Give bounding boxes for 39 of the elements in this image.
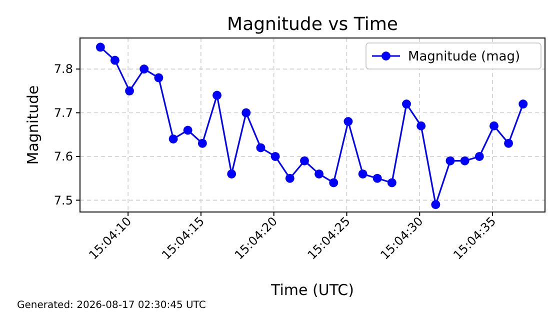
point (300, 156, 309, 166)
point (227, 169, 236, 178)
point (387, 178, 396, 188)
point (110, 56, 120, 65)
y-tick-label: 7.8 (54, 62, 73, 76)
point (140, 64, 149, 74)
point (154, 73, 164, 82)
point (285, 174, 294, 183)
point (256, 143, 266, 152)
point (402, 100, 412, 109)
x-axis-title: Time (UTC) (270, 281, 354, 299)
point (198, 138, 207, 148)
y-tick-label: 7.7 (54, 106, 73, 120)
y-tick-label: 7.6 (54, 150, 73, 164)
point (344, 117, 353, 126)
y-axis-title: Magnitude (24, 85, 42, 165)
y-tick-label: 7.5 (54, 193, 73, 208)
legend-label: Magnitude (mag) (408, 50, 520, 65)
point (96, 42, 105, 52)
point (489, 121, 498, 130)
point (358, 169, 368, 178)
point (125, 86, 134, 96)
point (212, 90, 222, 100)
point (431, 200, 440, 210)
point (504, 138, 514, 148)
point (446, 156, 455, 166)
point (183, 126, 192, 135)
point (314, 169, 324, 178)
point (460, 156, 470, 166)
point (372, 174, 382, 183)
point (168, 134, 178, 144)
point (270, 152, 280, 161)
point (242, 108, 251, 118)
chart-title: Magnitude vs Time (227, 14, 398, 35)
point (518, 100, 528, 109)
point (329, 178, 338, 188)
point (416, 121, 426, 130)
point (474, 152, 484, 161)
text: Generated: 2026-08-17 02:30:45 UTC (17, 300, 206, 311)
